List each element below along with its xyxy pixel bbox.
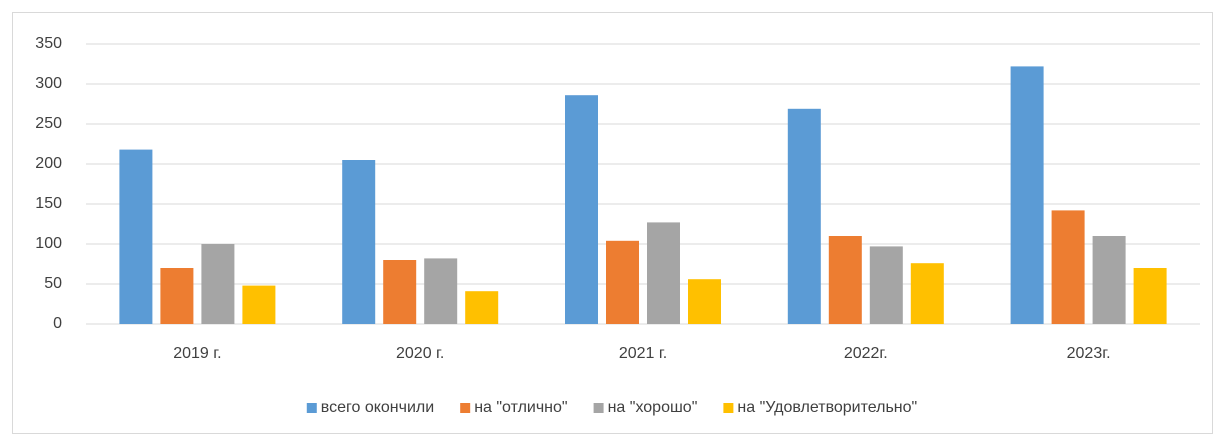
- x-tick-label: 2023г.: [1067, 345, 1111, 362]
- x-tick-label: 2022г.: [844, 345, 888, 362]
- legend-label: на "отлично": [474, 399, 567, 416]
- y-tick-label: 250: [35, 115, 62, 132]
- y-tick-label: 0: [53, 315, 62, 332]
- bar: [647, 222, 680, 324]
- bar: [688, 279, 721, 324]
- bar: [342, 160, 376, 324]
- bar: [465, 291, 499, 324]
- legend-swatch: [593, 403, 604, 413]
- bar: [828, 236, 862, 324]
- bar: [869, 246, 903, 324]
- bar: [242, 285, 276, 324]
- y-tick-label: 100: [35, 235, 62, 252]
- x-tick-label: 2020 г.: [396, 345, 444, 362]
- x-tick-label: 2021 г.: [619, 345, 667, 362]
- bar: [201, 244, 235, 324]
- bar: [1092, 236, 1126, 324]
- y-tick-label: 300: [35, 75, 62, 92]
- bar: [565, 95, 598, 324]
- legend-label: на "Удовлетворительно": [737, 399, 917, 416]
- bar: [424, 258, 458, 324]
- bar: [119, 149, 153, 324]
- bar: [910, 263, 944, 324]
- x-tick-label: 2019 г.: [173, 345, 221, 362]
- bar: [1010, 66, 1044, 325]
- bar: [160, 268, 194, 324]
- bar: [1133, 268, 1167, 324]
- legend-swatch: [723, 403, 734, 413]
- bar: [383, 260, 417, 324]
- y-tick-label: 50: [44, 275, 62, 292]
- bar: [787, 108, 821, 324]
- bar: [606, 240, 639, 324]
- legend-label: на "хорошо": [608, 399, 698, 416]
- legend-swatch: [460, 403, 471, 413]
- y-tick-label: 200: [35, 155, 62, 172]
- y-tick-label: 150: [35, 195, 62, 212]
- bar: [1051, 210, 1085, 324]
- legend-swatch: [306, 403, 317, 413]
- y-tick-label: 350: [35, 35, 62, 52]
- legend-label: всего окончили: [321, 399, 434, 416]
